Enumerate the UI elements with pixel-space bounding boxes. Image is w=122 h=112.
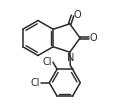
Text: O: O <box>74 11 81 20</box>
Text: Cl: Cl <box>31 78 41 88</box>
Text: Cl: Cl <box>43 57 52 67</box>
Text: O: O <box>90 33 97 43</box>
Text: N: N <box>67 53 74 63</box>
